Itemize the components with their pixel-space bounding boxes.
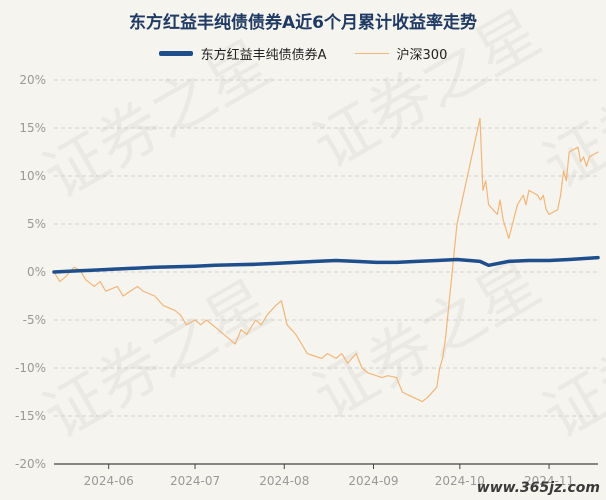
series-line-fund	[52, 255, 600, 274]
legend-swatch-fund	[158, 51, 193, 56]
series-layer	[52, 117, 600, 403]
chart-legend: 东方红益丰纯债债券A 沪深300	[0, 44, 606, 63]
y-tick-label: -20%	[15, 457, 46, 471]
y-tick-label: -5%	[23, 313, 46, 327]
y-tick-label: 0%	[27, 265, 46, 279]
watermark-text: 证券之星	[31, 266, 282, 453]
series-line-index	[53, 117, 599, 403]
y-tick-label: -10%	[15, 361, 46, 375]
legend-label-index: 沪深300	[396, 48, 448, 63]
legend-item-fund[interactable]: 东方红益丰纯债债券A	[158, 44, 327, 63]
y-tick-label: 20%	[19, 73, 46, 87]
legend-item-index[interactable]: 沪深300	[354, 44, 448, 63]
y-tick-label: 10%	[19, 169, 46, 183]
legend-swatch-index	[354, 52, 389, 55]
y-tick-label: 5%	[27, 217, 46, 231]
legend-label-fund: 东方红益丰纯债债券A	[200, 48, 327, 63]
chart-title: 东方红益丰纯债债券A近6个月累计收益率走势	[129, 13, 477, 33]
watermark-text: 证券之星	[31, 26, 282, 213]
watermark-text: 证券之星	[301, 246, 552, 433]
watermark-text: 证券之星	[301, 0, 552, 183]
site-watermark: www.365jz.com	[476, 480, 600, 496]
y-tick-label: 15%	[19, 121, 46, 135]
x-tick-label: 2024-06	[84, 474, 134, 488]
x-tick-label: 2024-07	[170, 474, 220, 488]
x-tick-label: 2024-10	[435, 474, 485, 488]
y-tick-label: -15%	[15, 409, 46, 423]
x-tick-label: 2024-09	[348, 474, 398, 488]
grid-layer	[54, 79, 598, 465]
x-tick-label: 2024-08	[259, 474, 309, 488]
x-tick-label: 2024-11	[524, 474, 574, 488]
tick-layer: 20% 15% 10% 5% 0% -5% -10% -15% -20% 2024-06 2024-…	[15, 73, 574, 488]
